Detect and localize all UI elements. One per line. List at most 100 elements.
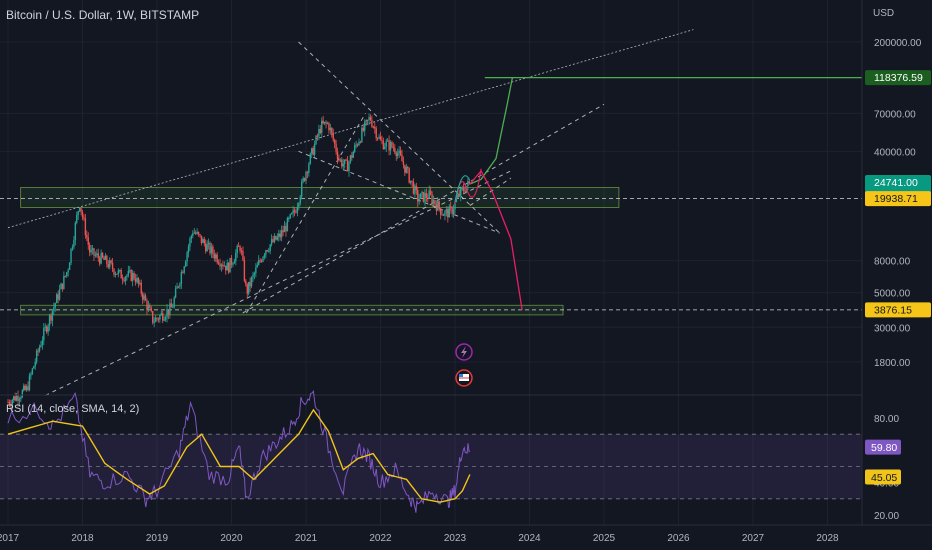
candle xyxy=(335,143,337,152)
candle xyxy=(217,262,220,264)
candle xyxy=(212,246,214,254)
price-tick-label: 70000.00 xyxy=(874,109,916,120)
candle xyxy=(421,192,423,194)
candle xyxy=(104,255,107,260)
rsi-pane xyxy=(0,389,932,513)
candle xyxy=(86,235,88,238)
candle xyxy=(325,121,327,124)
candle xyxy=(309,153,311,165)
time-tick-label: 2025 xyxy=(593,533,616,544)
candle xyxy=(113,269,115,275)
candle xyxy=(292,210,294,214)
candle xyxy=(35,350,38,362)
projection-path xyxy=(469,77,514,185)
candle xyxy=(389,142,392,151)
rsi-tick-label: 20.00 xyxy=(874,511,899,522)
candle xyxy=(47,325,49,332)
candle xyxy=(179,283,181,287)
candle xyxy=(66,272,68,276)
candle xyxy=(136,277,138,283)
candle xyxy=(407,167,409,169)
candle xyxy=(308,164,310,173)
candle xyxy=(411,180,413,182)
rsi-badge-label: 45.05 xyxy=(871,472,897,484)
price-badge-label: 19938.71 xyxy=(874,193,918,205)
candle xyxy=(215,254,217,259)
rsi-tick-label: 80.00 xyxy=(874,414,899,425)
candle xyxy=(98,257,101,264)
candle xyxy=(346,160,349,172)
candle xyxy=(424,193,426,202)
candle xyxy=(147,305,150,310)
candle xyxy=(193,232,195,234)
candle xyxy=(255,267,257,274)
candle xyxy=(169,303,171,315)
candle xyxy=(74,222,77,241)
candle xyxy=(345,159,347,161)
candle xyxy=(318,128,320,137)
candle xyxy=(27,386,29,391)
candle xyxy=(375,128,377,139)
flag-icon[interactable] xyxy=(455,369,473,387)
candle xyxy=(262,256,264,262)
candle xyxy=(319,128,322,133)
candle xyxy=(114,273,117,275)
price-tick-label: 5000.00 xyxy=(874,289,911,300)
candle xyxy=(376,138,379,140)
candle xyxy=(84,218,87,236)
candle xyxy=(245,280,247,285)
candle xyxy=(81,211,84,218)
candle xyxy=(116,273,118,275)
candle xyxy=(213,253,216,259)
candle xyxy=(372,126,375,128)
candle xyxy=(78,207,81,212)
candle xyxy=(76,214,78,223)
candle xyxy=(366,119,369,121)
candle xyxy=(398,150,400,153)
price-tick-label: 1800.00 xyxy=(874,358,911,369)
trend-line xyxy=(245,113,367,314)
candle xyxy=(368,117,370,120)
candle xyxy=(87,237,89,245)
candle xyxy=(263,254,266,257)
candle xyxy=(160,313,162,316)
candle xyxy=(159,315,161,320)
candle xyxy=(58,289,61,300)
candle xyxy=(200,235,203,243)
candle xyxy=(322,120,324,124)
time-tick-label: 2027 xyxy=(742,533,765,544)
candle xyxy=(103,257,105,260)
candle xyxy=(23,385,25,391)
candle xyxy=(259,260,261,262)
candle xyxy=(458,193,460,196)
candle xyxy=(107,263,109,268)
candle xyxy=(399,150,402,155)
candle xyxy=(342,163,344,167)
candle xyxy=(37,350,39,352)
candle xyxy=(131,272,134,281)
candle xyxy=(425,193,428,198)
candle xyxy=(298,203,300,207)
candle xyxy=(252,274,254,278)
price-tick-label: 40000.00 xyxy=(874,147,916,158)
candle xyxy=(176,286,178,289)
candle xyxy=(141,293,144,300)
candle xyxy=(454,201,456,210)
candle xyxy=(461,187,463,189)
candle xyxy=(273,235,276,242)
candle xyxy=(109,260,111,268)
candle xyxy=(111,262,114,270)
candle xyxy=(401,154,403,162)
candle xyxy=(417,190,419,202)
candle xyxy=(243,259,246,281)
currency-unit: USD xyxy=(873,8,895,19)
time-tick-label: 2018 xyxy=(71,533,94,544)
event-icons[interactable] xyxy=(455,343,473,387)
candle xyxy=(356,144,359,146)
lightning-icon[interactable] xyxy=(455,343,473,361)
candle xyxy=(352,151,354,158)
candle xyxy=(220,264,223,267)
candle xyxy=(230,257,233,265)
candle xyxy=(38,347,41,352)
